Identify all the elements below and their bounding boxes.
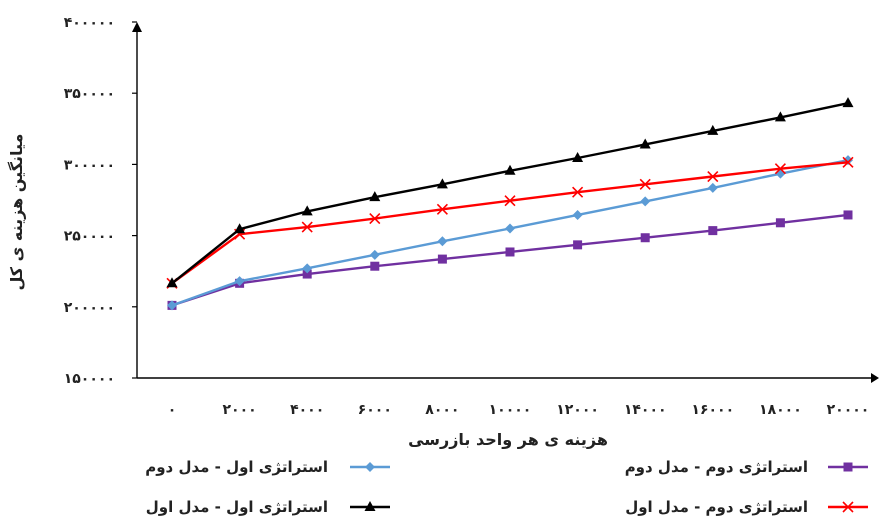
- legend-label: استراتژی دوم - مدل دوم: [625, 458, 808, 476]
- data-point: [843, 462, 853, 472]
- data-point: [301, 221, 313, 233]
- data-point: [707, 124, 719, 135]
- x-axis-title: هزینه ی هر واحد بازرسی: [408, 430, 608, 449]
- legend-label: استراتژی اول - مدل دوم: [145, 458, 328, 476]
- data-point: [301, 205, 313, 216]
- data-point: [364, 501, 376, 511]
- data-point: [234, 223, 246, 234]
- data-point: [167, 300, 177, 311]
- data-point: [573, 240, 583, 250]
- series-3: [166, 97, 854, 288]
- data-point: [572, 151, 584, 162]
- legend: استراتژی اول - مدل دوم استراتژی دوم - مدل…: [145, 458, 868, 516]
- y-tick-label: ۲۰۰۰۰۰: [64, 300, 115, 316]
- legend-item: استراتژی اول - مدل اول: [146, 498, 390, 516]
- data-point: [369, 249, 380, 260]
- y-tick-label: ۱۵۰۰۰۰: [64, 371, 115, 387]
- legend-label: استراتژی اول - مدل اول: [146, 498, 328, 516]
- x-axis-ticks: ۰ ۲۰۰۰ ۴۰۰۰ ۶۰۰۰ ۸۰۰۰ ۱۰۰۰۰ ۱۲۰۰۰ ۱۴۰۰۰ ۱۶۰۰۰ ۱۸۰…: [168, 402, 870, 418]
- x-tick-label: ۸۰۰۰: [425, 402, 459, 418]
- data-point: [166, 277, 178, 288]
- data-point: [504, 195, 516, 207]
- data-point: [436, 203, 448, 215]
- x-tick-label: ۱۴۰۰۰: [624, 402, 667, 418]
- data-point: [843, 210, 853, 220]
- x-tick-label: ۴۰۰۰: [290, 402, 324, 418]
- data-point: [842, 97, 854, 108]
- x-tick-label: ۲۰۰۰۰: [827, 402, 870, 418]
- data-point: [774, 163, 786, 175]
- series-2: [167, 210, 853, 310]
- data-point: [842, 156, 854, 168]
- axes: [132, 22, 879, 383]
- data-point: [505, 223, 515, 234]
- y-axis-ticks: ۱۵۰۰۰۰ ۲۰۰۰۰۰ ۲۵۰۰۰۰ ۳۰۰۰۰۰ ۳۵۰۰۰۰ ۴۰۰۰۰۰: [64, 15, 137, 387]
- series-4: [166, 156, 854, 289]
- series-layer: [166, 97, 854, 311]
- data-point: [369, 191, 381, 202]
- data-point: [774, 111, 786, 122]
- y-tick-label: ۳۰۰۰۰۰: [64, 157, 115, 173]
- x-tick-label: ۱۲۰۰۰: [556, 402, 599, 418]
- legend-item: استراتژی دوم - مدل دوم: [625, 458, 868, 476]
- x-tick-label: ۲۰۰۰: [223, 402, 257, 418]
- legend-item: استراتژی اول - مدل دوم: [145, 458, 390, 476]
- data-point: [775, 218, 785, 228]
- y-tick-label: ۳۵۰۰۰۰: [64, 86, 115, 102]
- data-point: [369, 212, 381, 225]
- data-point: [437, 254, 447, 264]
- series-1: [167, 155, 853, 311]
- data-point: [504, 164, 516, 175]
- x-tick-label: ۶۰۰۰: [358, 402, 392, 418]
- x-tick-label: ۱۰۰۰۰: [489, 402, 532, 418]
- x-tick-label: ۱۶۰۰۰: [691, 402, 734, 418]
- x-tick-label: ۰: [168, 402, 177, 418]
- data-point: [842, 501, 854, 513]
- data-point: [640, 196, 651, 207]
- data-point: [302, 263, 313, 274]
- x-tick-label: ۱۸۰۰۰: [759, 402, 802, 418]
- data-point: [572, 186, 584, 198]
- data-point: [370, 261, 380, 271]
- data-point: [708, 226, 718, 236]
- data-point: [639, 178, 651, 190]
- data-point: [436, 178, 448, 189]
- data-point: [707, 170, 719, 183]
- x-axis-arrow: [871, 373, 879, 383]
- legend-item: استراتژی دوم - مدل اول: [625, 498, 868, 516]
- data-point: [234, 276, 245, 287]
- y-axis-title: میانگین هزینه ی کل: [7, 134, 26, 291]
- data-point: [707, 182, 718, 193]
- y-tick-label: ۲۵۰۰۰۰: [64, 229, 115, 245]
- data-point: [640, 233, 650, 243]
- data-point: [302, 269, 312, 279]
- data-point: [437, 236, 448, 247]
- y-axis-arrow: [132, 22, 142, 32]
- legend-label: استراتژی دوم - مدل اول: [625, 498, 808, 516]
- data-point: [365, 462, 375, 472]
- y-tick-label: ۴۰۰۰۰۰: [64, 15, 115, 31]
- data-point: [505, 247, 515, 257]
- data-point: [639, 138, 651, 149]
- data-point: [572, 209, 583, 220]
